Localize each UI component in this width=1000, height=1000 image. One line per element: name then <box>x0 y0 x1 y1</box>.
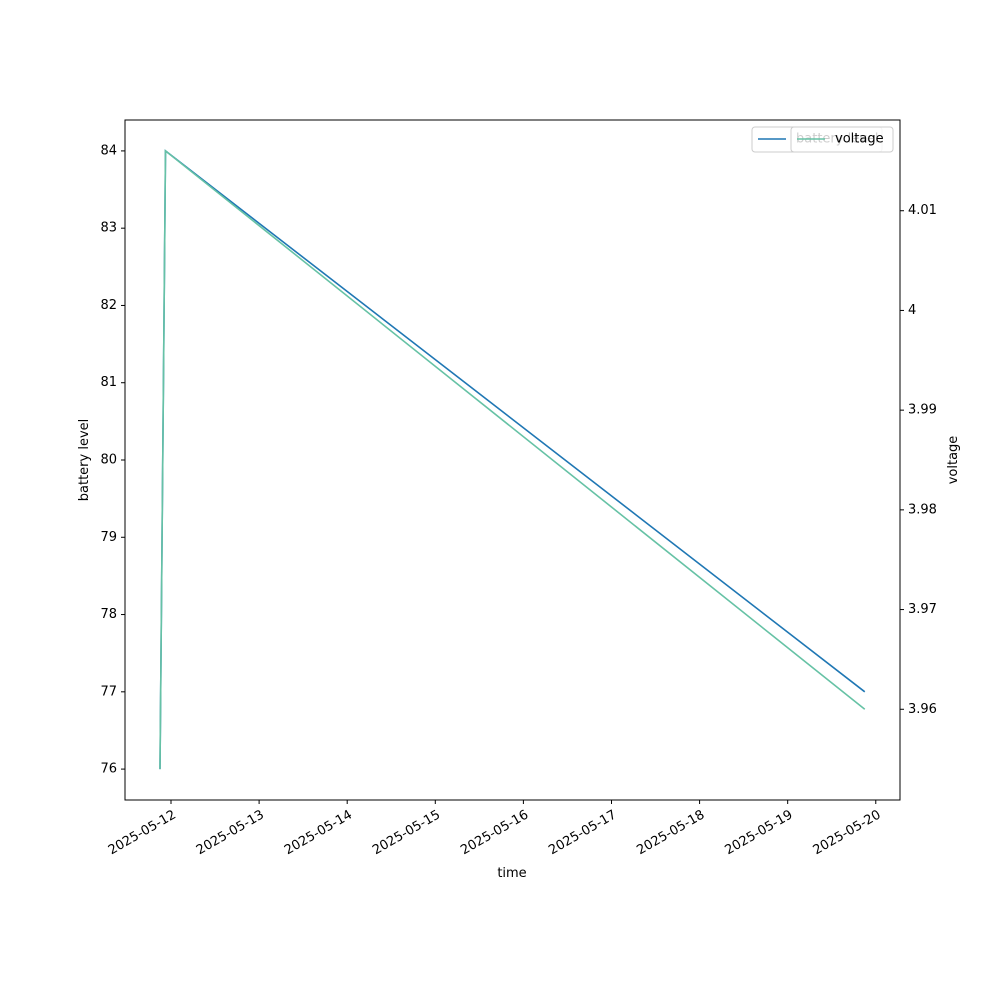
x-axis-label: time <box>497 866 526 881</box>
y-tick-label: 77 <box>100 684 117 699</box>
plot-frame <box>124 119 901 801</box>
y2-tick-label: 4.01 <box>908 203 937 218</box>
y2-tick-label: 3.98 <box>908 502 937 517</box>
y-tick-label: 80 <box>100 453 117 468</box>
x-tick-label: 2025-05-12 <box>106 808 179 859</box>
series-line <box>159 149 866 770</box>
y-axis-label: battery level <box>77 419 92 502</box>
y2-axis-label: voltage <box>946 436 961 485</box>
y2-tick-label: 3.99 <box>908 403 937 418</box>
x-tick-label: 2025-05-14 <box>282 808 355 859</box>
y-tick-label: 79 <box>100 530 117 545</box>
y-tick-label: 82 <box>100 298 117 313</box>
x-tick-label: 2025-05-18 <box>634 808 707 859</box>
y2-tick-label: 4 <box>908 303 916 318</box>
legend-box <box>790 126 894 153</box>
y2-tick-label: 3.96 <box>908 702 937 717</box>
y-tick-label: 84 <box>100 143 117 158</box>
y-tick-label: 83 <box>100 221 117 236</box>
y-tick-label: 81 <box>100 375 117 390</box>
y2-tick-label: 3.97 <box>908 602 937 617</box>
x-tick-label: 2025-05-17 <box>546 808 619 859</box>
x-tick-label: 2025-05-15 <box>370 808 443 859</box>
x-tick-label: 2025-05-13 <box>194 808 267 859</box>
x-tick-label: 2025-05-19 <box>722 808 795 859</box>
legend-label: voltage <box>835 132 884 147</box>
y-tick-label: 76 <box>100 762 117 777</box>
y-tick-label: 78 <box>100 607 117 622</box>
x-tick-label: 2025-05-20 <box>811 808 884 859</box>
series-line <box>159 149 866 770</box>
x-tick-label: 2025-05-16 <box>458 808 531 859</box>
